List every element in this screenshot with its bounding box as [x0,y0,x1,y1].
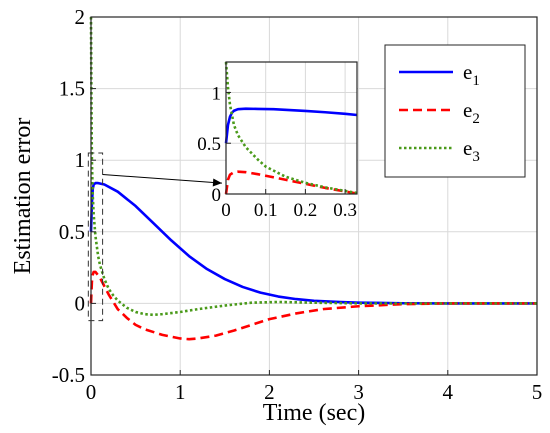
main-y-tick-label: 2 [75,5,86,29]
inset-x-tick-label: 0.3 [333,200,357,221]
inset-y-tick-label: 0.5 [197,134,221,155]
inset-series-line-e3 [224,61,358,195]
inset-plot-frame [225,61,358,195]
main-series-line-e2 [89,270,537,341]
zoom-annotation [87,152,223,322]
legend-label-subscript: 1 [472,73,480,89]
inset-series-group [224,61,358,195]
zoom-arrow [102,174,223,184]
main-x-tick-label: 5 [532,380,543,404]
legend-label-main: e [463,136,472,160]
main-x-tick-labels: 0 1 2 3 4 5 [86,380,543,404]
main-y-tick-labels: -0.5 0 0.5 1 1.5 2 [52,5,85,387]
inset-x-tick-label: 0 [221,200,231,221]
main-series-line-e1 [89,181,537,305]
inset-axes: 0 0.1 0.2 0.3 00.51 [197,61,358,221]
main-x-tick-label: 3 [353,380,364,404]
main-series-line-e3 [89,16,537,317]
inset-y-tick-label: 0 [212,185,222,206]
main-y-tick-label: -0.5 [52,363,85,387]
main-y-tick-label: 1 [75,148,86,172]
inset-y-tick-labels: 00.51 [197,83,221,206]
main-y-tick-label: 1.5 [59,77,85,101]
main-plot-frame [90,16,538,376]
inset-x-tick-labels: 0 0.1 0.2 0.3 [221,200,357,221]
inset-x-tick-label: 0.2 [294,200,318,221]
main-y-tick-label: 0 [75,291,86,315]
legend-label-main: e [463,60,472,84]
main-x-tick-label: 0 [86,380,97,404]
inset-tick-marks [225,91,346,195]
inset-series-line-e1 [224,107,358,144]
inset-plot-background [226,62,357,194]
main-x-tick-label: 1 [175,380,186,404]
main-tick-marks [90,16,538,376]
inset-y-tick-label: 1 [212,83,222,104]
legend-box [384,44,526,178]
legend-label-main: e [463,98,472,122]
main-series-group [89,16,537,341]
main-y-tick-label: 0.5 [59,220,85,244]
y-axis-title: Estimation error [10,118,36,275]
legend-label-e3: e3 [463,136,480,165]
inset-x-tick-label: 0.1 [254,200,278,221]
legend-label-subscript: 2 [472,111,480,127]
legend-label-subscript: 3 [472,149,480,165]
x-axis-title: Time (sec) [263,400,365,426]
legend-label-e1: e1 [463,60,480,89]
zoom-arrowhead [212,178,222,187]
main-x-tick-label: 2 [264,380,275,404]
legend-label-e2: e2 [463,98,480,127]
main-x-tick-label: 4 [443,380,454,404]
